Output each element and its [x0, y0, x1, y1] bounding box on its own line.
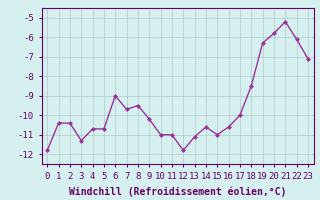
X-axis label: Windchill (Refroidissement éolien,°C): Windchill (Refroidissement éolien,°C)	[69, 186, 286, 197]
